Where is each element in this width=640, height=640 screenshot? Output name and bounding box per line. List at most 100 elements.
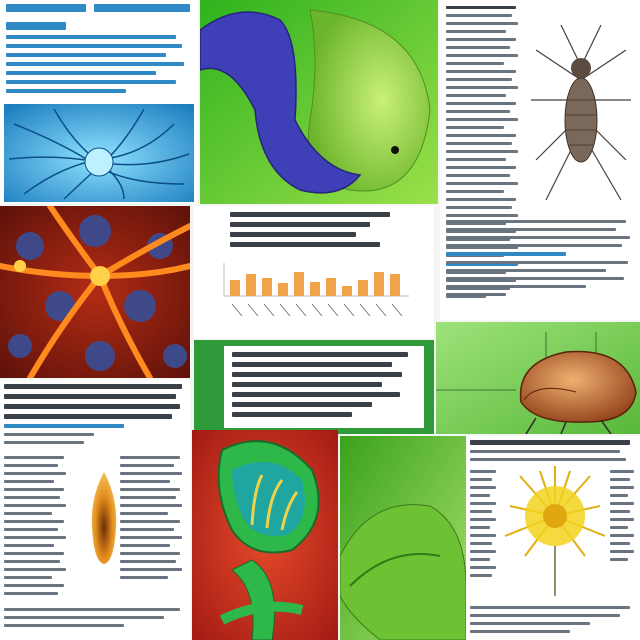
text-line-placeholder (120, 528, 174, 531)
text-line-placeholder (230, 242, 380, 247)
green-organism-illustration (340, 436, 466, 640)
text-line-placeholder (610, 534, 634, 537)
text-line-placeholder (6, 53, 166, 57)
text-line-placeholder (446, 261, 628, 264)
text-line-placeholder (446, 134, 516, 137)
text-line-placeholder (4, 592, 58, 595)
text-line-placeholder (6, 80, 176, 84)
text-line-placeholder (120, 488, 180, 491)
text-line-placeholder (120, 464, 174, 467)
text-line-placeholder (446, 198, 516, 201)
text-line-placeholder (446, 228, 616, 231)
bar-chart-card (194, 206, 434, 338)
text-line-placeholder (446, 222, 506, 225)
text-line-placeholder (470, 526, 490, 529)
red-green-structure (192, 430, 338, 640)
text-line-placeholder (120, 544, 170, 547)
text-line-placeholder (232, 352, 408, 357)
text-line-placeholder (610, 486, 634, 489)
text-line-placeholder (4, 560, 60, 563)
text-line-placeholder (610, 478, 630, 481)
text-line-placeholder (470, 510, 492, 513)
text-line-placeholder (446, 102, 516, 105)
text-line-placeholder (232, 382, 382, 387)
text-line-placeholder (446, 295, 486, 298)
text-line-placeholder (446, 279, 516, 282)
text-line-placeholder (120, 480, 170, 483)
text-line-placeholder (232, 412, 352, 417)
text-line-placeholder (4, 384, 182, 389)
text-line-placeholder (6, 44, 182, 48)
text-line-placeholder (446, 246, 518, 249)
text-block (470, 470, 500, 582)
text-line-placeholder (610, 542, 630, 545)
text-line-placeholder (470, 606, 630, 609)
text-block (446, 220, 634, 301)
text-line-placeholder (470, 622, 590, 625)
text-line-placeholder (120, 520, 180, 523)
text-line-placeholder (4, 464, 58, 467)
text-block (120, 456, 186, 584)
text-block (232, 352, 418, 422)
text-line-placeholder (446, 214, 518, 217)
beetle-diagram (436, 322, 640, 434)
text-block-left (0, 380, 190, 640)
insect-text-page (440, 0, 640, 320)
green-organism (340, 436, 466, 640)
text-line-placeholder (470, 574, 492, 577)
text-line-placeholder (4, 480, 54, 483)
text-line-placeholder (4, 394, 176, 399)
text-line-placeholder (446, 206, 512, 209)
text-line-placeholder (446, 285, 586, 288)
text-line-placeholder (446, 46, 510, 49)
insect-image (531, 24, 631, 201)
yellow-flower-page (466, 436, 640, 640)
text-line-placeholder (610, 510, 630, 513)
text-line-placeholder (120, 560, 176, 563)
text-line-placeholder (6, 71, 156, 75)
text-line-placeholder (470, 486, 496, 489)
text-line-placeholder (470, 440, 630, 445)
text-line-placeholder (4, 414, 172, 419)
text-line-placeholder (610, 518, 634, 521)
text-line-placeholder (6, 35, 176, 39)
text-line-placeholder (446, 118, 518, 121)
text-line-placeholder (230, 212, 390, 217)
text-line-placeholder (232, 362, 392, 367)
text-block (470, 440, 636, 466)
text-line-placeholder (4, 576, 52, 579)
text-line-placeholder (610, 526, 628, 529)
text-line-placeholder (446, 38, 516, 41)
text-line-placeholder (120, 504, 182, 507)
neuron-illustration (0, 206, 190, 378)
orange-cell-image (91, 472, 117, 564)
text-line-placeholder (6, 62, 184, 66)
text-line-placeholder (4, 520, 64, 523)
text-line-placeholder (610, 494, 628, 497)
text-line-placeholder (4, 441, 84, 444)
text-line-placeholder (446, 271, 506, 274)
text-line-placeholder (446, 30, 506, 33)
text-line-placeholder (446, 287, 510, 290)
text-line-placeholder (4, 608, 180, 611)
text-block (4, 608, 186, 632)
text-line-placeholder (446, 293, 506, 296)
text-line-placeholder (470, 558, 490, 561)
text-line-placeholder (120, 456, 180, 459)
text-line-placeholder (4, 552, 64, 555)
text-line-placeholder (446, 150, 518, 153)
text-block (230, 212, 410, 252)
text-line-placeholder (446, 166, 516, 169)
cell-network-image (4, 104, 194, 202)
text-line-placeholder (94, 4, 191, 12)
text-line-placeholder (120, 472, 182, 475)
text-line-placeholder (230, 232, 356, 237)
organism-illustration (200, 0, 438, 204)
text-line-placeholder (610, 558, 628, 561)
text-line-placeholder (610, 502, 634, 505)
dandelion-image (504, 466, 606, 596)
text-line-placeholder (446, 236, 630, 239)
green-text-card (194, 340, 434, 434)
text-line-placeholder (446, 62, 504, 65)
text-line-placeholder (470, 542, 492, 545)
